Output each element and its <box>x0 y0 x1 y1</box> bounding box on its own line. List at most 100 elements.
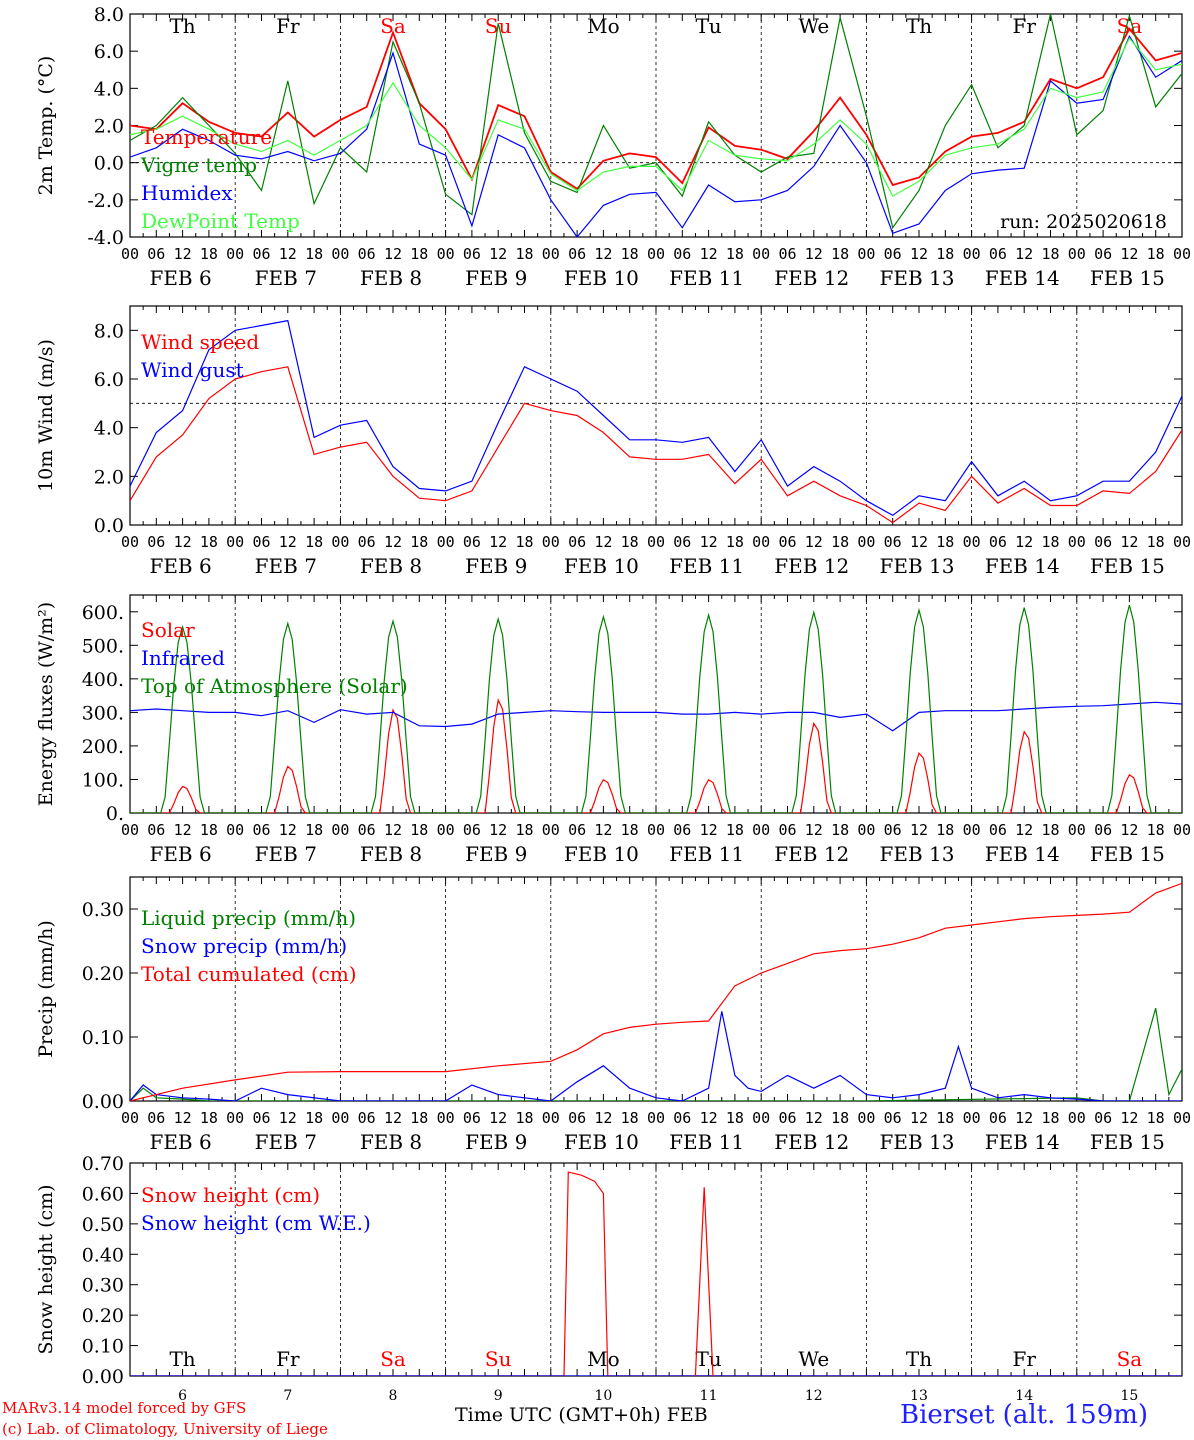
time-axis-label: Time UTC (GMT+0h) FEB <box>455 1404 708 1426</box>
y-tick-label: 0.20 <box>82 1305 124 1327</box>
hour-tick-label: 00 <box>857 821 875 839</box>
hour-tick-label: 12 <box>805 245 823 263</box>
date-label: FEB 15 <box>1090 1130 1165 1154</box>
hour-tick-label: 12 <box>594 245 612 263</box>
hour-tick-label: 00 <box>752 245 770 263</box>
date-label: FEB 6 <box>149 266 211 290</box>
hour-tick-label: 00 <box>331 533 349 551</box>
hour-tick-label: 18 <box>831 821 849 839</box>
hour-tick-label: 06 <box>147 821 165 839</box>
day-name-label: Th <box>169 1347 195 1371</box>
hour-tick-label: 18 <box>1147 533 1165 551</box>
hour-tick-label: 18 <box>1041 533 1059 551</box>
hour-tick-label: 00 <box>121 1109 139 1127</box>
hour-tick-label: 18 <box>410 1109 428 1127</box>
date-label: FEB 10 <box>564 842 639 866</box>
legend-entry: Solar <box>141 618 195 642</box>
hour-tick-label: 12 <box>910 245 928 263</box>
hour-tick-label: 06 <box>989 1109 1007 1127</box>
hour-tick-label: 00 <box>1068 245 1086 263</box>
day-name-label: Th <box>906 1347 932 1371</box>
hour-tick-label: 18 <box>1147 821 1165 839</box>
day-name-label: We <box>798 14 829 38</box>
hour-tick-label: 06 <box>358 1109 376 1127</box>
y-tick-label: 0.00 <box>82 1366 124 1388</box>
hour-tick-label: 06 <box>463 821 481 839</box>
y-tick-label: 0.10 <box>82 1336 124 1358</box>
hour-tick-label: 06 <box>252 1109 270 1127</box>
panel-1: -4.0 -2.0 0.0 2.0 4.0 6.0 8.0 2m Temp. (°C) 00 06… <box>35 4 1191 290</box>
series-line-total-cumulated-cm- <box>130 882 1182 1101</box>
y-tick-label: 600. <box>82 602 124 624</box>
hour-tick-label: 12 <box>384 1109 402 1127</box>
y-tick-label: 8.0 <box>94 4 124 26</box>
y-tick-label: 0.10 <box>82 1027 124 1049</box>
hour-tick-label: 00 <box>1173 533 1191 551</box>
panel-2: 0.0 2.0 4.0 6.0 8.0 10m Wind (m/s) 00 06 12 18 00 0… <box>35 305 1191 578</box>
hour-tick-label: 00 <box>857 245 875 263</box>
y-tick-label: 0.20 <box>82 963 124 985</box>
hour-tick-label: 00 <box>647 1109 665 1127</box>
hour-tick-label: 12 <box>489 821 507 839</box>
hour-tick-label: 06 <box>884 1109 902 1127</box>
hour-tick-label: 18 <box>1041 1109 1059 1127</box>
hour-tick-label: 12 <box>700 1109 718 1127</box>
y-tick-label: 0.0 <box>94 515 124 537</box>
hour-tick-label: 00 <box>1173 245 1191 263</box>
hour-tick-label: 18 <box>831 533 849 551</box>
legend-entry: DewPoint Temp <box>141 209 300 233</box>
day-number-label: 13 <box>910 1388 928 1404</box>
y-tick-label: 0.70 <box>82 1153 124 1175</box>
series-line-infrared <box>130 701 1182 732</box>
y-tick-label: 0.50 <box>82 1214 124 1236</box>
hour-tick-label: 12 <box>910 533 928 551</box>
hour-tick-label: 00 <box>437 245 455 263</box>
series-line-top-of-atmosphere-solar- <box>130 604 1182 813</box>
hour-tick-label: 18 <box>1147 1109 1165 1127</box>
date-label: FEB 8 <box>360 1130 422 1154</box>
hour-tick-label: 18 <box>726 821 744 839</box>
day-name-label: Mo <box>587 1347 620 1371</box>
hour-tick-label: 12 <box>1015 1109 1033 1127</box>
day-name-label: Sa <box>1117 1347 1143 1371</box>
hour-tick-label: 06 <box>463 1109 481 1127</box>
hour-tick-label: 12 <box>594 821 612 839</box>
hour-tick-label: 18 <box>410 245 428 263</box>
legend-entry: Snow height (cm) <box>141 1183 320 1207</box>
hour-tick-label: 06 <box>884 245 902 263</box>
hour-tick-label: 06 <box>1094 1109 1112 1127</box>
hour-tick-label: 18 <box>726 245 744 263</box>
series-group <box>130 1171 1182 1376</box>
station-label: Bierset (alt. 159m) <box>900 1400 1149 1430</box>
y-tick-label: 2.0 <box>94 116 124 138</box>
hour-tick-label: 00 <box>542 533 560 551</box>
day-name-label: Th <box>169 14 195 38</box>
hour-tick-label: 12 <box>489 533 507 551</box>
series-line-wind-speed <box>130 366 1182 524</box>
date-label: FEB 11 <box>669 554 744 578</box>
panel-3: 0. 100. 200. 300. 400. 500. 600. Energy fluxes … <box>35 594 1191 866</box>
hour-tick-label: 12 <box>279 1109 297 1127</box>
y-tick-label: 200. <box>82 736 124 758</box>
y-tick-label: 4.0 <box>94 78 124 100</box>
day-name-label: Tu <box>695 1347 721 1371</box>
date-label: FEB 12 <box>774 1130 849 1154</box>
legend-entry: Liquid precip (mm/h) <box>141 906 356 930</box>
y-tick-label: 300. <box>82 702 124 724</box>
date-label: FEB 8 <box>360 554 422 578</box>
model-credit: MARv3.14 model forced by GFS <box>2 1399 247 1417</box>
y-axis-label: 2m Temp. (°C) <box>35 56 57 196</box>
hour-tick-label: 12 <box>174 533 192 551</box>
hour-tick-label: 12 <box>700 245 718 263</box>
day-number-label: 7 <box>283 1388 292 1404</box>
legend-entry: Wind speed <box>141 330 259 354</box>
hour-tick-label: 06 <box>778 533 796 551</box>
hour-tick-label: 00 <box>331 1109 349 1127</box>
day-name-label: Fr <box>1012 1347 1036 1371</box>
legend-entry: Humidex <box>141 181 233 205</box>
date-label: FEB 7 <box>255 842 317 866</box>
hour-tick-label: 06 <box>673 245 691 263</box>
hour-tick-label: 06 <box>358 533 376 551</box>
date-label: FEB 9 <box>465 554 527 578</box>
y-tick-label: 500. <box>82 635 124 657</box>
